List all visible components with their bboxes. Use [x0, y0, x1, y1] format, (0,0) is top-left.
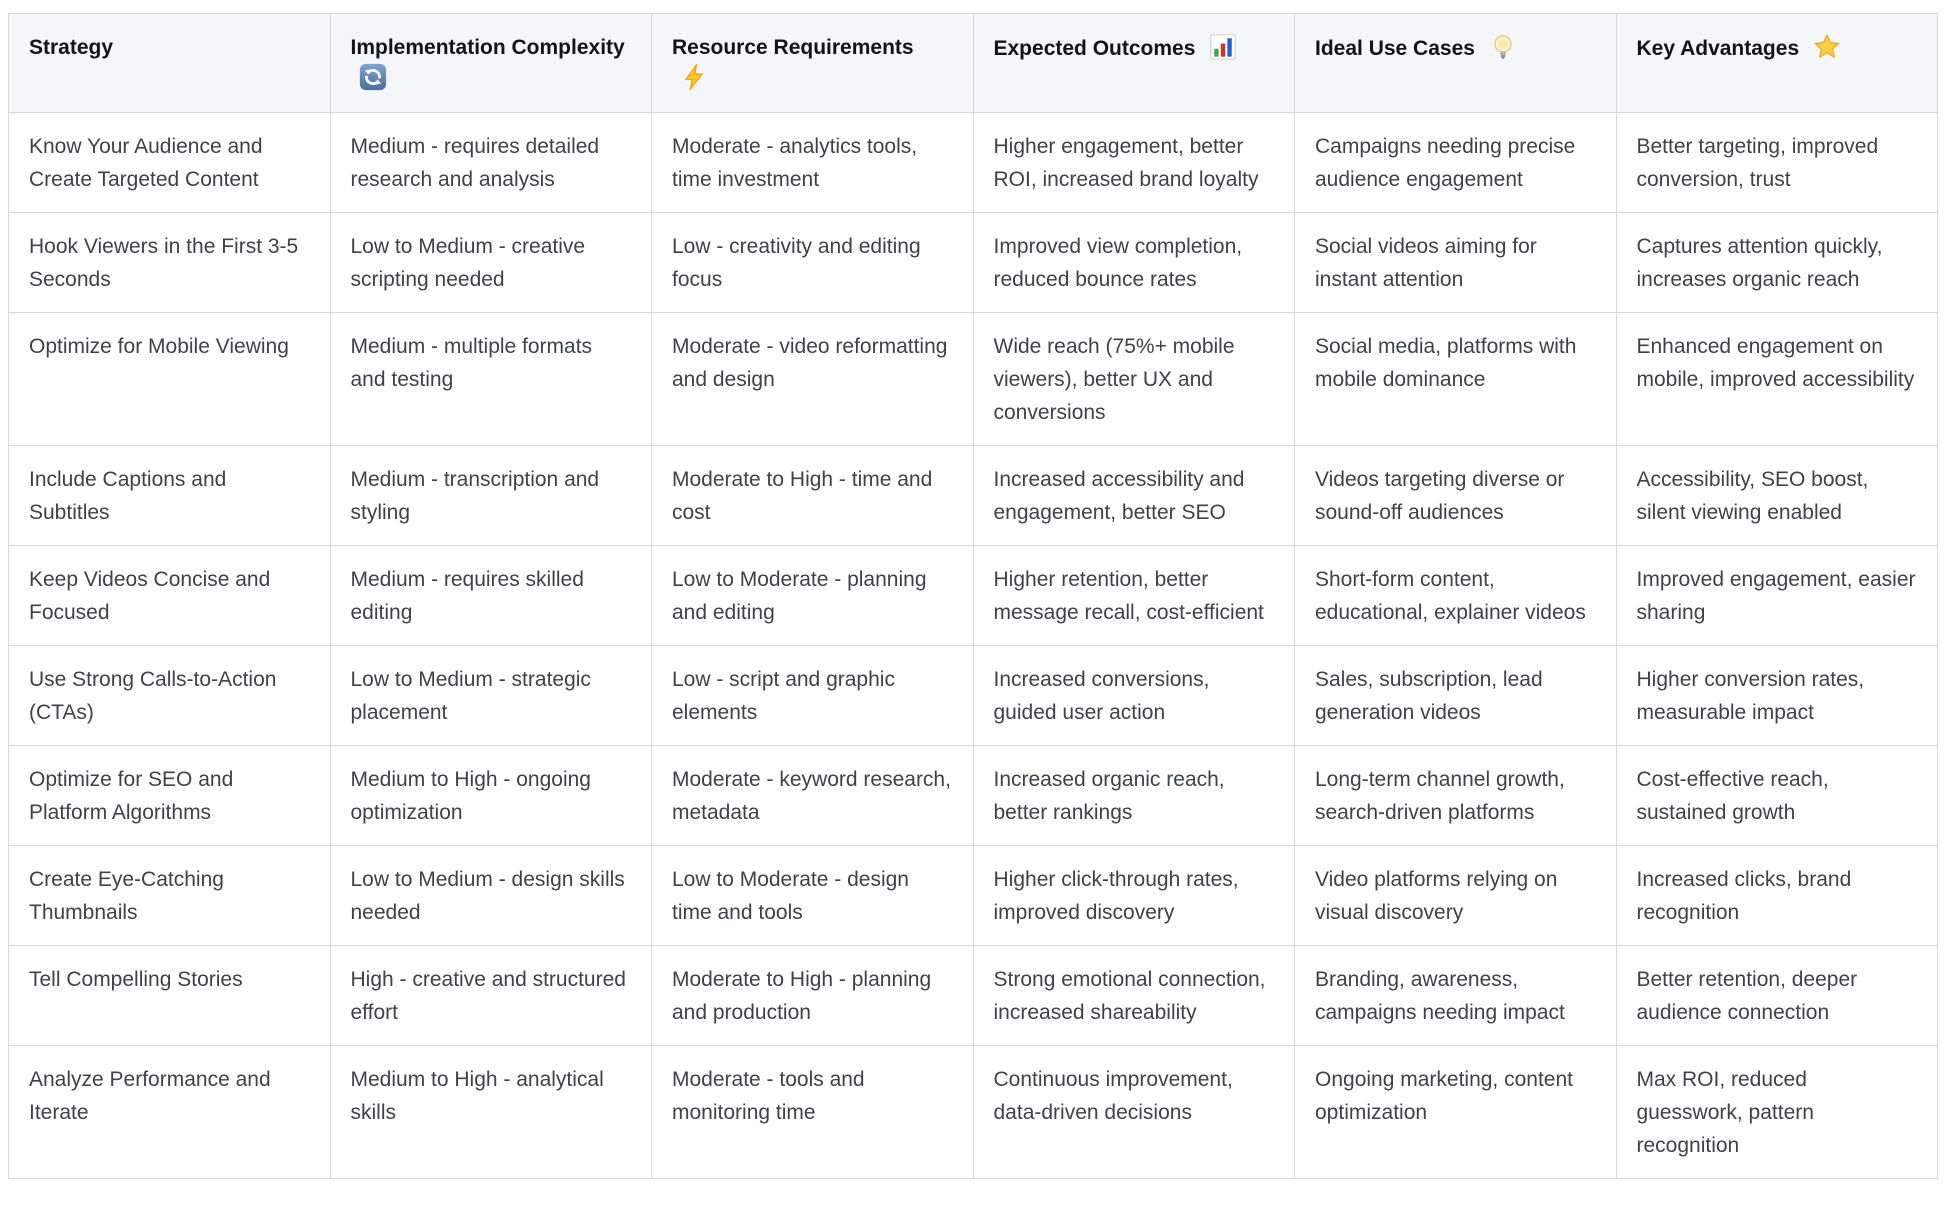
table-cell: Low to Medium - creative scripting neede…	[329, 212, 652, 313]
table-header: Strategy Implementation Complexity Resour…	[8, 13, 1938, 113]
table-cell: Campaigns needing precise audience engag…	[1294, 112, 1617, 213]
column-header-label: Resource Requirements	[672, 36, 914, 59]
table-cell: Low to Moderate - planning and editing	[651, 545, 974, 646]
table-cell: Higher click-through rates, improved dis…	[972, 845, 1295, 946]
table-cell: Low - script and graphic elements	[651, 645, 974, 746]
table-cell: Analyze Performance and Iterate	[8, 1045, 331, 1179]
column-header-resource-requirements: Resource Requirements	[651, 13, 974, 113]
table-cell: Captures attention quickly, increases or…	[1615, 212, 1938, 313]
table-cell: Short-form content, educational, explain…	[1294, 545, 1617, 646]
table-cell: Moderate - keyword research, metadata	[651, 745, 974, 846]
table-cell: High - creative and structured effort	[329, 945, 652, 1046]
table-body: Know Your Audience and Create Targeted C…	[8, 112, 1938, 1179]
table-cell: Tell Compelling Stories	[8, 945, 331, 1046]
table-cell: Video platforms relying on visual discov…	[1294, 845, 1617, 946]
table-cell: Moderate - tools and monitoring time	[651, 1045, 974, 1179]
table-cell: Create Eye-Catching Thumbnails	[8, 845, 331, 946]
table-cell: Use Strong Calls-to-Action (CTAs)	[8, 645, 331, 746]
column-header-label: Expected Outcomes	[993, 37, 1196, 60]
table-cell: Medium - requires skilled editing	[329, 545, 652, 646]
table-cell: Long-term channel growth, search-driven …	[1294, 745, 1617, 846]
table-cell: Medium to High - analytical skills	[329, 1045, 652, 1179]
column-header-strategy: Strategy	[8, 13, 331, 113]
table-cell: Low to Medium - strategic placement	[329, 645, 652, 746]
table-cell: Include Captions and Subtitles	[8, 445, 331, 546]
table-cell: Higher engagement, better ROI, increased…	[972, 112, 1295, 213]
video-strategy-comparison-table: Strategy Implementation Complexity Resour…	[8, 13, 1938, 1179]
table-cell: Videos targeting diverse or sound-off au…	[1294, 445, 1617, 546]
table-cell: Higher retention, better message recall,…	[972, 545, 1295, 646]
table-cell: Continuous improvement, data-driven deci…	[972, 1045, 1295, 1179]
table-cell: Improved engagement, easier sharing	[1615, 545, 1938, 646]
table-cell: Cost-effective reach, sustained growth	[1615, 745, 1938, 846]
table-cell: Know Your Audience and Create Targeted C…	[8, 112, 331, 213]
table-row: Include Captions and Subtitles Medium - t…	[8, 445, 1938, 546]
column-header-key-advantages: Key Advantages	[1615, 13, 1938, 113]
table-cell: Medium - requires detailed research and …	[329, 112, 652, 213]
table-cell: Max ROI, reduced guesswork, pattern reco…	[1615, 1045, 1938, 1179]
table-cell: Better retention, deeper audience connec…	[1615, 945, 1938, 1046]
table-row: Create Eye-Catching Thumbnails Low to Med…	[8, 845, 1938, 946]
table-cell: Increased organic reach, better rankings	[972, 745, 1295, 846]
table-cell: Social media, platforms with mobile domi…	[1294, 312, 1617, 446]
table-cell: Ongoing marketing, content optimization	[1294, 1045, 1617, 1179]
table-cell: Medium - transcription and styling	[329, 445, 652, 546]
table-row: Keep Videos Concise and Focused Medium - …	[8, 545, 1938, 646]
table-row: Optimize for Mobile Viewing Medium - mult…	[8, 312, 1938, 446]
cycle-arrows-icon	[359, 63, 387, 91]
column-header-expected-outcomes: Expected Outcomes	[972, 13, 1295, 113]
table-cell: Branding, awareness, campaigns needing i…	[1294, 945, 1617, 1046]
table-cell: Optimize for Mobile Viewing	[8, 312, 331, 446]
table-cell: Moderate - video reformatting and design	[651, 312, 974, 446]
table-cell: Improved view completion, reduced bounce…	[972, 212, 1295, 313]
table-cell: Low to Medium - design skills needed	[329, 845, 652, 946]
column-header-label: Implementation Complexity	[350, 36, 625, 59]
table-cell: Accessibility, SEO boost, silent viewing…	[1615, 445, 1938, 546]
table-cell: Social videos aiming for instant attenti…	[1294, 212, 1617, 313]
table-cell: Low - creativity and editing focus	[651, 212, 974, 313]
lightning-bolt-icon	[680, 63, 708, 91]
light-bulb-icon	[1489, 33, 1517, 61]
table-cell: Higher conversion rates, measurable impa…	[1615, 645, 1938, 746]
bar-chart-icon	[1209, 33, 1237, 61]
table-row: Hook Viewers in the First 3-5 Seconds Low…	[8, 212, 1938, 313]
table-cell: Keep Videos Concise and Focused	[8, 545, 331, 646]
column-header-label: Ideal Use Cases	[1315, 37, 1475, 60]
table-row: Tell Compelling Stories High - creative a…	[8, 945, 1938, 1046]
table-row: Know Your Audience and Create Targeted C…	[8, 112, 1938, 213]
table-cell: Increased clicks, brand recognition	[1615, 845, 1938, 946]
table-cell: Moderate to High - time and cost	[651, 445, 974, 546]
table-cell: Strong emotional connection, increased s…	[972, 945, 1295, 1046]
column-header-implementation-complexity: Implementation Complexity	[329, 13, 652, 113]
table-cell: Better targeting, improved conversion, t…	[1615, 112, 1938, 213]
star-icon	[1813, 33, 1841, 61]
table-cell: Moderate to High - planning and producti…	[651, 945, 974, 1046]
table-cell: Moderate - analytics tools, time investm…	[651, 112, 974, 213]
table-cell: Optimize for SEO and Platform Algorithms	[8, 745, 331, 846]
table-cell: Medium to High - ongoing optimization	[329, 745, 652, 846]
table-cell: Sales, subscription, lead generation vid…	[1294, 645, 1617, 746]
comparison-table-container: Strategy Implementation Complexity Resour…	[8, 13, 1938, 1179]
header-row: Strategy Implementation Complexity Resour…	[8, 13, 1938, 113]
table-cell: Wide reach (75%+ mobile viewers), better…	[972, 312, 1295, 446]
table-row: Optimize for SEO and Platform Algorithms…	[8, 745, 1938, 846]
table-cell: Medium - multiple formats and testing	[329, 312, 652, 446]
table-cell: Increased conversions, guided user actio…	[972, 645, 1295, 746]
table-cell: Enhanced engagement on mobile, improved …	[1615, 312, 1938, 446]
column-header-label: Key Advantages	[1636, 37, 1800, 60]
table-row: Use Strong Calls-to-Action (CTAs) Low to …	[8, 645, 1938, 746]
table-row: Analyze Performance and Iterate Medium to…	[8, 1045, 1938, 1179]
table-cell: Increased accessibility and engagement, …	[972, 445, 1295, 546]
column-header-label: Strategy	[29, 36, 114, 59]
column-header-ideal-use-cases: Ideal Use Cases	[1294, 13, 1617, 113]
table-cell: Low to Moderate - design time and tools	[651, 845, 974, 946]
table-cell: Hook Viewers in the First 3-5 Seconds	[8, 212, 331, 313]
